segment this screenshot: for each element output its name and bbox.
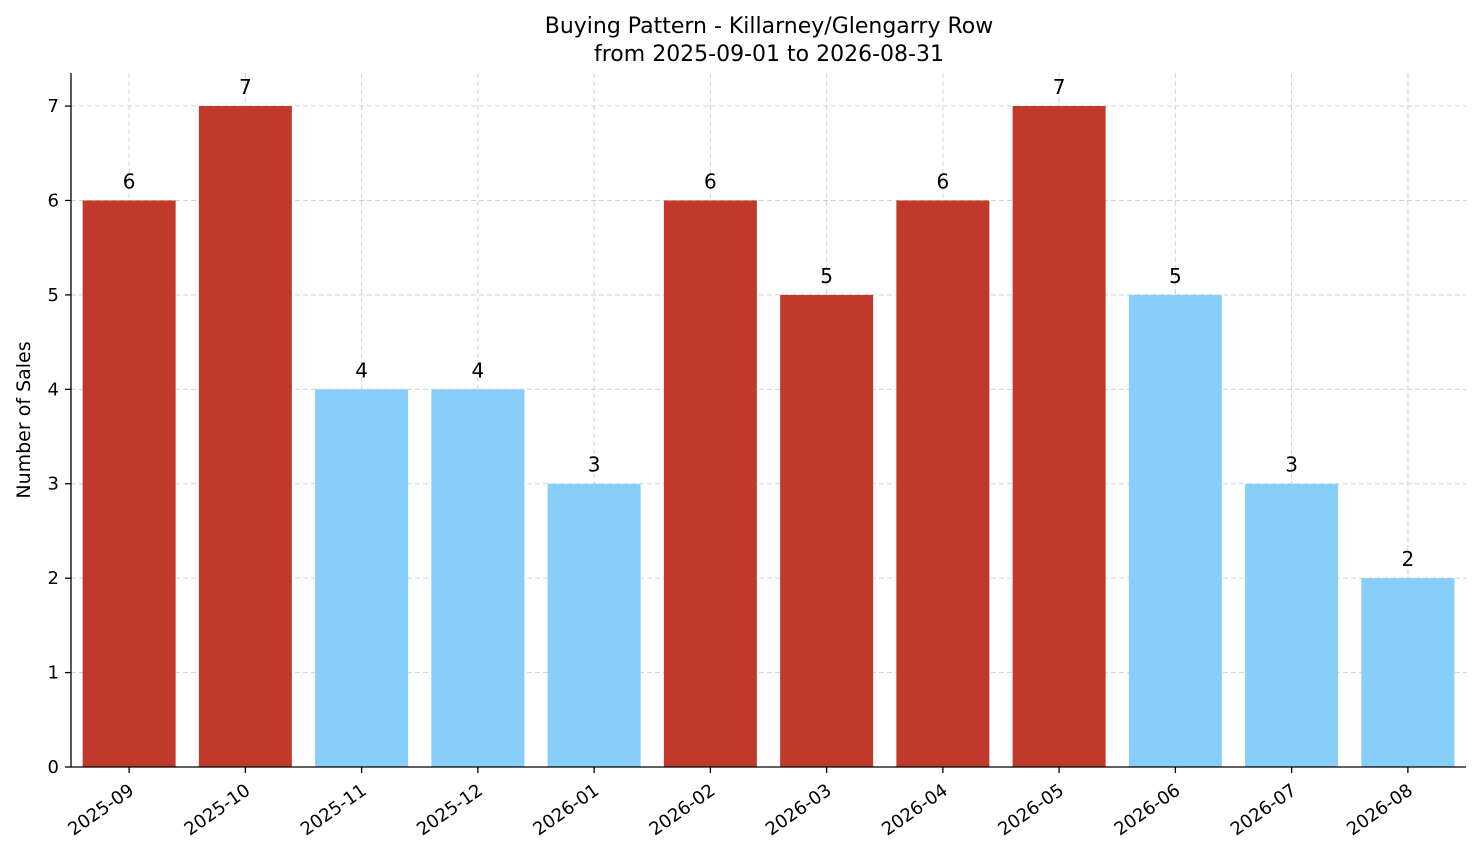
bar-2026-08 — [1361, 578, 1455, 767]
y-tick-label: 2 — [48, 568, 59, 589]
bar-value-label: 4 — [472, 358, 485, 382]
x-tick-label: 2026-06 — [1111, 780, 1185, 840]
x-tick-label: 2025-11 — [297, 780, 371, 840]
x-tick-label: 2025-09 — [64, 780, 138, 840]
y-axis-label: Number of Sales — [13, 341, 35, 498]
bar-value-label: 6 — [123, 169, 136, 193]
bar-2026-07 — [1245, 483, 1339, 767]
bar-value-label: 6 — [937, 169, 950, 193]
chart-title: Buying Pattern - Killarney/Glengarry Row — [545, 14, 994, 39]
y-tick-label: 5 — [48, 285, 59, 306]
x-tick-label: 2026-05 — [994, 780, 1068, 840]
bar-value-label: 7 — [1053, 75, 1066, 99]
bar-2026-03 — [780, 294, 874, 767]
bar-value-label: 5 — [1169, 264, 1182, 288]
y-tick-label: 3 — [48, 474, 59, 495]
bar-2026-04 — [896, 200, 990, 768]
x-tick-label: 2025-12 — [413, 780, 487, 840]
x-tick-label: 2026-07 — [1227, 780, 1301, 840]
bar-2025-12 — [431, 389, 525, 767]
bar-2026-05 — [1012, 106, 1106, 768]
x-tick-label: 2026-01 — [529, 780, 603, 840]
x-tick-label: 2026-08 — [1343, 780, 1417, 840]
x-tick-label: 2025-10 — [181, 780, 255, 840]
bar-2025-09 — [82, 200, 176, 768]
y-tick-label: 0 — [48, 757, 59, 778]
bar-2025-10 — [198, 106, 292, 768]
bar-value-label: 4 — [355, 358, 368, 382]
y-tick-label: 4 — [48, 379, 59, 400]
chart-subtitle: from 2025-09-01 to 2026-08-31 — [594, 42, 944, 67]
bar-2026-01 — [547, 483, 641, 767]
bar-value-label: 5 — [820, 264, 833, 288]
bar-value-label: 2 — [1402, 547, 1415, 571]
y-tick-label: 6 — [48, 190, 59, 211]
y-tick-label: 1 — [48, 663, 59, 684]
bar-2026-06 — [1128, 294, 1222, 767]
bar-value-label: 7 — [239, 75, 252, 99]
bar-2026-02 — [663, 200, 757, 768]
bar-2025-11 — [315, 389, 409, 767]
bar-value-label: 3 — [588, 453, 601, 477]
x-tick-label: 2026-02 — [646, 780, 720, 840]
bars — [82, 106, 1455, 768]
data-labels: 6 7 4 4 3 6 5 6 7 5 3 2 — [123, 75, 1414, 571]
bar-value-label: 6 — [704, 169, 717, 193]
bar-value-label: 3 — [1285, 453, 1298, 477]
x-tick-label: 2026-03 — [762, 780, 836, 840]
y-tick-label: 7 — [48, 96, 59, 117]
x-tick-label: 2026-04 — [878, 780, 952, 840]
